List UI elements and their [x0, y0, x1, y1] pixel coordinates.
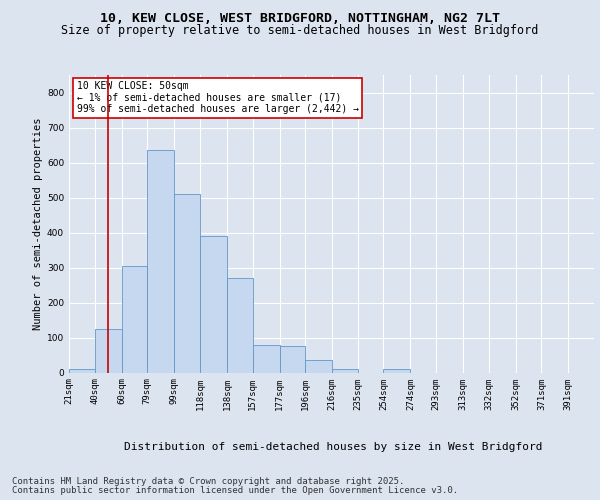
Text: Contains HM Land Registry data © Crown copyright and database right 2025.: Contains HM Land Registry data © Crown c… — [12, 478, 404, 486]
Bar — [95, 329, 122, 372]
Bar — [147, 150, 174, 372]
Bar — [280, 346, 305, 372]
Bar — [305, 360, 332, 372]
Bar — [174, 194, 200, 372]
Bar — [383, 369, 410, 372]
Text: 10 KEW CLOSE: 50sqm
← 1% of semi-detached houses are smaller (17)
99% of semi-de: 10 KEW CLOSE: 50sqm ← 1% of semi-detache… — [77, 81, 359, 114]
Text: Contains public sector information licensed under the Open Government Licence v3: Contains public sector information licen… — [12, 486, 458, 495]
Bar — [227, 278, 253, 372]
Bar — [122, 266, 147, 372]
Bar — [69, 369, 95, 372]
Bar — [200, 236, 227, 372]
Text: Size of property relative to semi-detached houses in West Bridgford: Size of property relative to semi-detach… — [61, 24, 539, 37]
Text: 10, KEW CLOSE, WEST BRIDGFORD, NOTTINGHAM, NG2 7LT: 10, KEW CLOSE, WEST BRIDGFORD, NOTTINGHA… — [100, 12, 500, 26]
Text: Distribution of semi-detached houses by size in West Bridgford: Distribution of semi-detached houses by … — [124, 442, 542, 452]
Y-axis label: Number of semi-detached properties: Number of semi-detached properties — [33, 118, 43, 330]
Bar — [253, 344, 280, 372]
Bar — [332, 369, 358, 372]
